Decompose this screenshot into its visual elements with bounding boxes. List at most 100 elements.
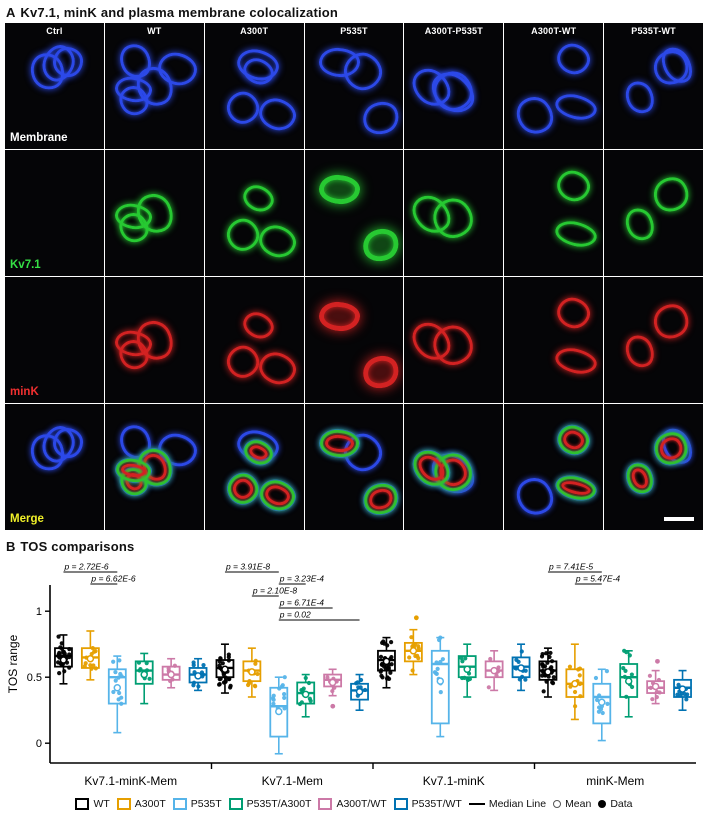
box-group-P535T-A300T-3 [619,648,639,718]
box-group-P535T-A300T-2 [457,643,477,698]
mean-marker [113,684,122,692]
significance-bracket: p = 7.41E-5 [547,562,602,573]
data-point [299,687,304,693]
panel-a-title: A Kv7.1, minK and plasma membrane colocal… [0,0,708,23]
box-group-WT-0 [54,634,73,685]
legend-swatch [75,798,90,810]
data-point [136,660,142,665]
open-circle-icon [553,800,562,808]
data-point [282,695,287,700]
data-point [647,673,653,678]
data-point [93,666,98,671]
data-point [226,652,231,657]
micro-image-membrane-4: A300T-P535T [404,23,504,149]
cell-ring [155,429,200,470]
mean-marker [490,666,498,675]
box-group-P535T-WT-3 [673,669,692,711]
data-point [676,682,681,687]
cell-ring [114,420,157,465]
cell-ring [113,461,155,503]
micro-image-membrane-6: P535T-WT [604,23,703,149]
box-group-P535T-3 [592,668,612,742]
mean-marker [651,682,660,691]
data-point [545,660,550,665]
cell-ring [113,455,154,486]
cell-ring [113,328,154,359]
data-point [83,661,88,666]
cell-ring [221,212,266,258]
cell-ring [358,350,404,393]
data-point [654,689,659,694]
cell-ring [221,85,266,131]
data-point [523,677,528,682]
mean-marker [678,685,687,693]
cell-ring [138,449,172,485]
data-point [407,655,412,660]
row-label: Merge [10,513,44,525]
filled-circle-icon [598,800,607,808]
data-point [378,654,384,659]
legend-label: WT [93,798,110,810]
data-point [578,694,583,699]
cell-ring [358,477,404,520]
outlier-point [330,703,336,709]
data-point [384,676,390,681]
cell-ring [552,166,594,206]
mean-marker [86,654,95,663]
significance-bracket: p = 2.10E-8 [251,586,297,597]
y-tick-label: 0.5 [27,672,42,684]
data-point [604,669,610,674]
data-point [624,650,629,655]
micro-image-membrane-3: P535T [304,23,404,149]
data-point [228,685,233,690]
data-point [59,641,64,646]
outlier-point [413,615,419,621]
micro-image-kv71-4 [404,150,504,276]
cell-ring [36,40,81,88]
data-point [596,705,602,710]
data-point [624,694,629,699]
cell-ring [120,462,147,479]
data-point [463,656,468,661]
cell-ring [254,347,300,389]
box-group-P535T-WT-2 [511,643,531,692]
legend-item-P535T: P535T [172,798,222,810]
cell-ring [552,344,599,378]
cell-ring [646,297,696,347]
cell-ring [655,41,699,89]
line-icon [468,803,485,805]
data-point [629,672,634,677]
data-point [252,683,258,688]
micro-image-mink-4 [404,277,504,403]
data-point [147,676,152,681]
cell-ring [620,203,660,246]
cell-ring [52,46,84,79]
legend-swatch [318,798,333,810]
cell-ring [405,188,459,241]
cell-ring [407,443,457,494]
cell-ring [130,187,180,239]
cell-ring [655,422,699,470]
significance-bracket: p = 3.91E-8 [224,562,279,573]
data-point [514,657,519,662]
mean-marker [301,690,310,699]
data-point [217,659,222,664]
box-group-P535T-1 [269,675,289,755]
category-label: Kv7.1-minK-Mem [84,774,177,788]
micro-image-mink-0: minK [5,277,104,403]
cell-ring [337,46,389,97]
cell-ring [122,470,147,495]
data-point [306,680,312,686]
legend-label: P535T/A300T [246,798,312,810]
data-point [226,677,232,682]
micro-image-mink-2 [204,277,304,403]
data-point [56,634,61,639]
cell-ring [405,61,459,114]
data-point [58,645,63,650]
data-point [567,664,573,669]
data-point [144,661,149,666]
mean-marker [355,687,364,696]
cell-ring [405,315,459,368]
data-point [385,643,390,648]
data-point [226,658,232,663]
